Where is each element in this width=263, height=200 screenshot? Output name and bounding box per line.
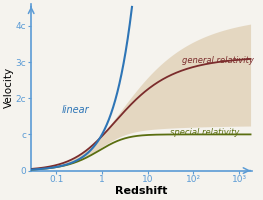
Y-axis label: Velocity: Velocity (4, 67, 14, 108)
Text: linear: linear (62, 105, 89, 115)
X-axis label: Redshift: Redshift (115, 186, 168, 196)
Text: special relativity: special relativity (170, 128, 239, 137)
Text: general relativity: general relativity (181, 56, 254, 65)
